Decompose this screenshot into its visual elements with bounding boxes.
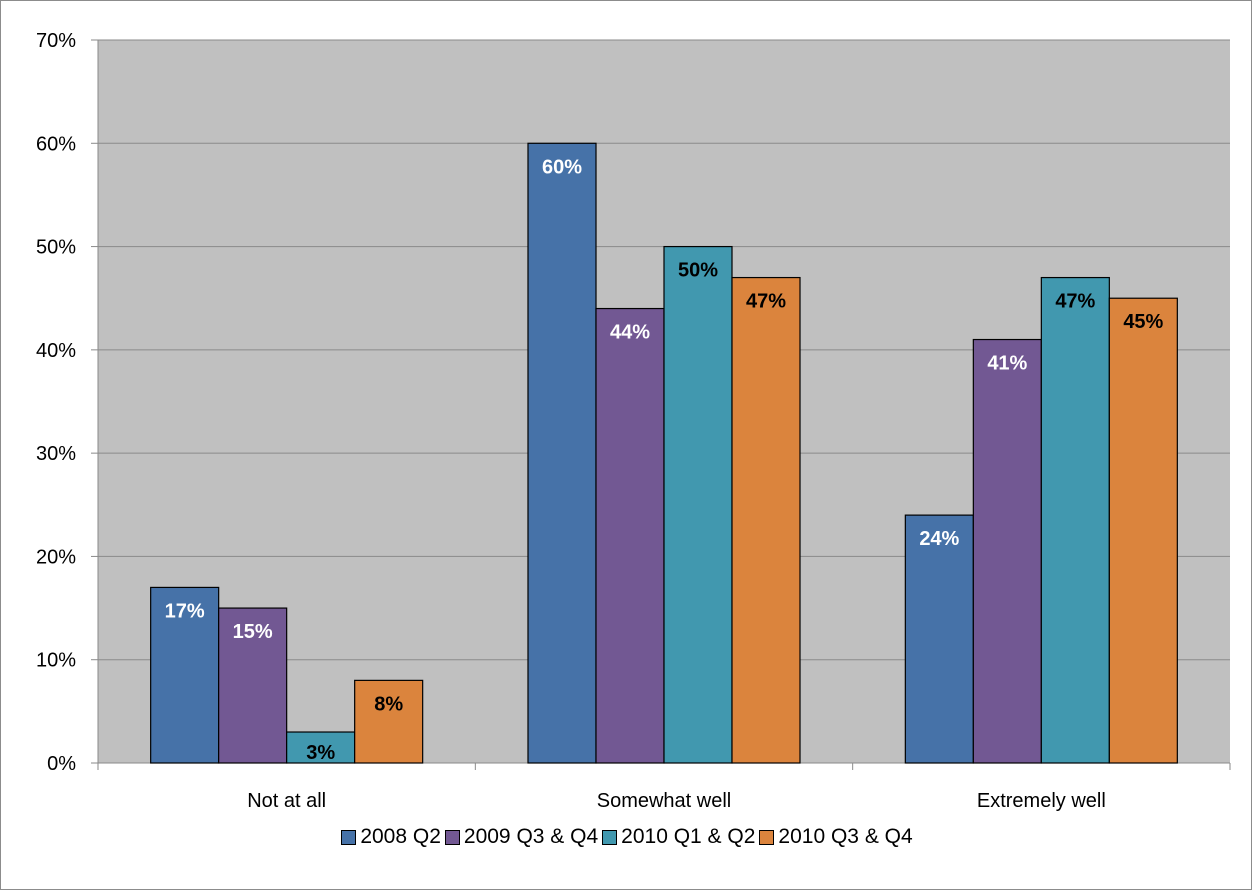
legend-label: 2008 Q2: [360, 825, 441, 848]
data-label: 60%: [542, 156, 582, 178]
legend-label: 2009 Q3 & Q4: [463, 825, 599, 848]
y-tick-label: 60%: [36, 133, 76, 155]
legend-swatch: [444, 829, 460, 845]
bar: [527, 142, 597, 764]
data-label: 8%: [374, 693, 403, 715]
category-label: Somewhat well: [597, 790, 732, 812]
legend-item: 2010 Q1 & Q2: [602, 825, 755, 849]
bar: [972, 338, 1042, 764]
bar: [731, 276, 801, 764]
y-tick-label: 50%: [36, 237, 76, 259]
y-tick-label: 30%: [36, 443, 76, 465]
y-tick-label: 40%: [36, 340, 76, 362]
category-label: Extremely well: [977, 790, 1106, 812]
legend-label: 2010 Q1 & Q2: [621, 825, 756, 848]
data-label: 47%: [746, 291, 786, 313]
y-tick-label: 20%: [36, 546, 76, 568]
data-label: 44%: [610, 322, 650, 344]
bar: [218, 607, 288, 764]
y-tick-label: 70%: [36, 30, 76, 52]
bar: [1108, 297, 1178, 764]
legend-swatch: [602, 829, 618, 845]
data-label: 45%: [1123, 311, 1163, 333]
y-tick-label: 10%: [36, 650, 76, 672]
data-label: 50%: [678, 260, 718, 282]
chart-legend: 2008 Q2 2009 Q3 & Q4 2010 Q1 & Q2 2010 Q3 &…: [0, 825, 1254, 851]
data-label: 3%: [306, 742, 335, 764]
data-label: 41%: [987, 353, 1027, 375]
legend-swatch: [759, 829, 775, 845]
bar: [354, 679, 424, 764]
bar: [904, 514, 974, 764]
legend-item: 2010 Q3 & Q4: [759, 825, 913, 849]
data-label: 24%: [919, 528, 959, 550]
category-label: Not at all: [247, 790, 326, 812]
data-label: 47%: [1055, 291, 1095, 313]
bar: [150, 586, 220, 764]
bar: [595, 307, 665, 764]
bar: [1040, 276, 1110, 764]
y-tick-label: 0%: [47, 753, 76, 775]
legend-label: 2010 Q3 & Q4: [778, 825, 913, 848]
data-label: 15%: [233, 621, 273, 643]
legend-item: 2008 Q2: [341, 825, 441, 849]
legend-item: 2009 Q3 & Q4: [444, 825, 599, 849]
bar: [663, 245, 733, 764]
bar: [286, 731, 356, 764]
data-label: 17%: [165, 600, 205, 622]
legend-swatch: [341, 829, 357, 845]
